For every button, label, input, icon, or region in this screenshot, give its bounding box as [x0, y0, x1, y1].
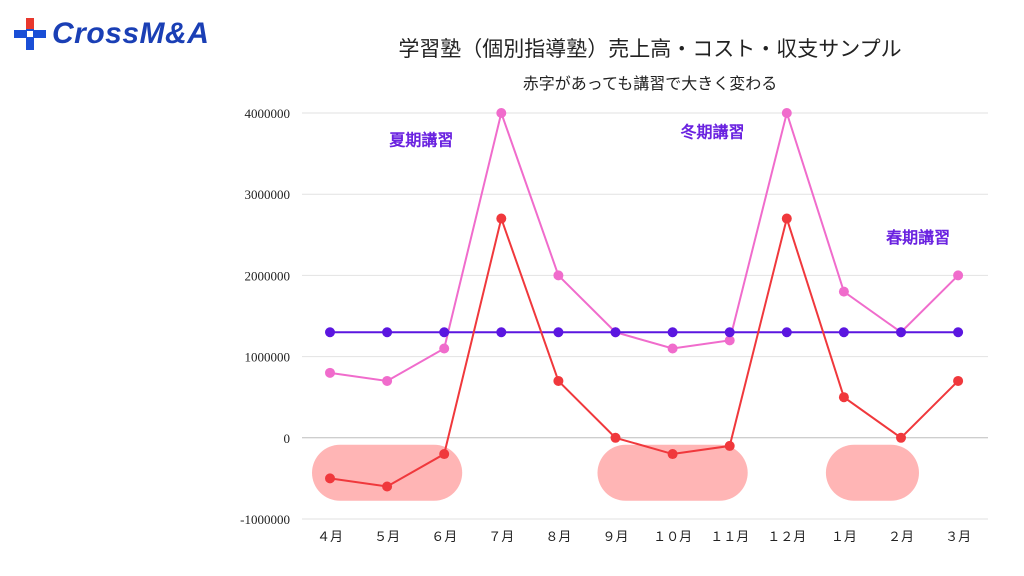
data-point — [667, 343, 678, 354]
x-tick-label: ５月 — [374, 530, 400, 545]
y-tick-label: 4000000 — [245, 106, 291, 121]
data-point — [610, 327, 621, 338]
data-point — [953, 270, 964, 281]
data-point — [553, 375, 564, 386]
data-point — [325, 367, 335, 378]
data-point — [781, 327, 792, 338]
x-tick-label: １月 — [831, 530, 857, 545]
y-tick-label: -1000000 — [240, 512, 290, 527]
data-point — [382, 375, 393, 386]
series-group — [325, 108, 964, 492]
data-point — [953, 327, 964, 338]
x-tick-label: ８月 — [545, 530, 571, 545]
y-tick-label: 0 — [284, 431, 291, 446]
data-point — [724, 440, 735, 451]
y-axis: -1000000 0 1000000 2000000 3000000 4000000 — [240, 106, 290, 527]
x-tick-label: １０月 — [653, 530, 692, 545]
series-line-0 — [329, 109, 959, 382]
logo: CrossM&A — [14, 14, 209, 54]
data-point — [724, 335, 735, 346]
x-axis: ４月 ５月 ６月 ７月 ８月 ９月 １０月 １１月 １２月 １月 ２月 ３月 — [317, 530, 971, 545]
data-point — [553, 270, 564, 281]
data-point — [667, 327, 678, 338]
data-point — [496, 327, 507, 338]
data-point — [439, 343, 450, 354]
loss-highlight — [597, 444, 748, 501]
series-line-2 — [329, 214, 959, 488]
data-point — [896, 327, 906, 338]
y-tick-label: 3000000 — [245, 187, 291, 202]
data-point — [667, 449, 678, 460]
data-point — [838, 392, 849, 403]
x-tick-label: １２月 — [767, 530, 806, 545]
annotation-label: 冬期講習 — [681, 122, 745, 141]
chart-title: 学習塾（個別指導塾）売上高・コスト・収支サンプル — [398, 37, 902, 61]
data-point — [496, 213, 507, 224]
x-tick-label: ６月 — [431, 530, 457, 545]
data-point — [610, 432, 621, 443]
annotation-label: 夏期講習 — [388, 130, 453, 149]
data-point — [325, 327, 335, 338]
data-point — [325, 473, 335, 484]
x-tick-label: ９月 — [602, 530, 628, 545]
x-tick-label: ４月 — [317, 530, 343, 545]
annotation-label: 春期講習 — [885, 228, 950, 247]
data-point — [382, 327, 393, 338]
data-point — [838, 327, 849, 338]
grid — [302, 112, 988, 520]
data-point — [382, 481, 393, 492]
data-point — [896, 432, 906, 443]
chart-subtitle: 赤字があっても講習で大きく変わる — [522, 74, 778, 93]
data-point — [953, 375, 964, 386]
loss-highlight — [825, 444, 919, 501]
data-point — [838, 286, 849, 297]
data-point — [553, 327, 564, 338]
logo-text: CrossM&A — [52, 17, 210, 50]
data-point — [724, 327, 735, 338]
x-tick-label: ７月 — [488, 530, 514, 545]
x-tick-label: ３月 — [945, 530, 971, 545]
data-point — [781, 108, 792, 118]
data-point — [781, 213, 792, 224]
loss-highlights — [312, 444, 919, 501]
x-tick-label: １１月 — [710, 530, 749, 545]
data-point — [439, 327, 450, 338]
logo-cross-icon — [14, 18, 46, 50]
x-tick-label: ２月 — [888, 530, 914, 545]
y-tick-label: 2000000 — [245, 268, 291, 283]
loss-highlight — [312, 444, 463, 501]
data-point — [496, 108, 507, 118]
y-tick-label: 1000000 — [245, 350, 291, 365]
data-point — [439, 449, 450, 460]
